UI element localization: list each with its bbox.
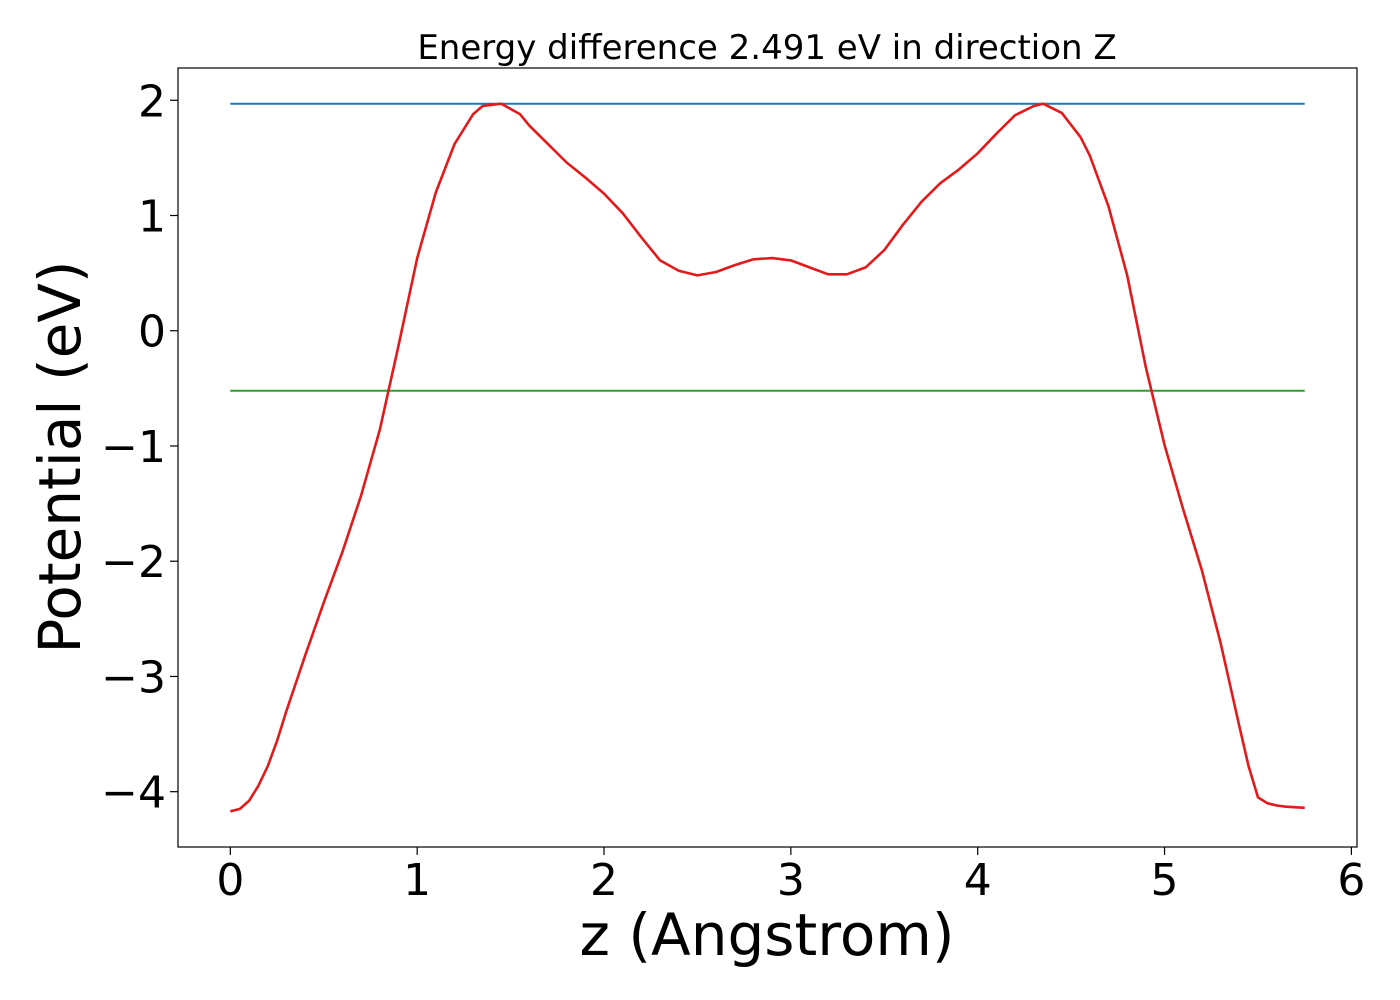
x-axis: 0 1 2 3 4 5 6	[216, 847, 1365, 906]
series-line-3	[229, 102, 1305, 813]
x-tick-label: 4	[964, 855, 992, 906]
x-tick-label: 3	[777, 855, 805, 906]
y-tick-label: −3	[101, 652, 166, 703]
x-tick-label: 2	[590, 855, 618, 906]
y-tick-label: 1	[138, 192, 166, 243]
y-axis: −4 −3 −2 −1 0 1 2	[101, 76, 178, 819]
x-tick-label: 0	[216, 855, 244, 906]
y-tick-label: −1	[101, 422, 166, 473]
y-tick-label: 0	[138, 307, 166, 358]
plot-area	[229, 102, 1305, 813]
x-tick-label: 5	[1151, 855, 1179, 906]
axes-frame	[177, 67, 1358, 848]
x-tick-label: 1	[403, 855, 431, 906]
y-tick-label: 2	[138, 76, 166, 127]
y-tick-label: −4	[101, 768, 166, 819]
x-axis-label: z (Angstrom)	[580, 901, 955, 969]
x-tick-label: 6	[1337, 855, 1365, 906]
y-tick-label: −2	[101, 537, 166, 588]
chart-title: Energy difference 2.491 eV in direction …	[417, 28, 1116, 68]
y-axis-label: Potential (eV)	[26, 260, 94, 653]
